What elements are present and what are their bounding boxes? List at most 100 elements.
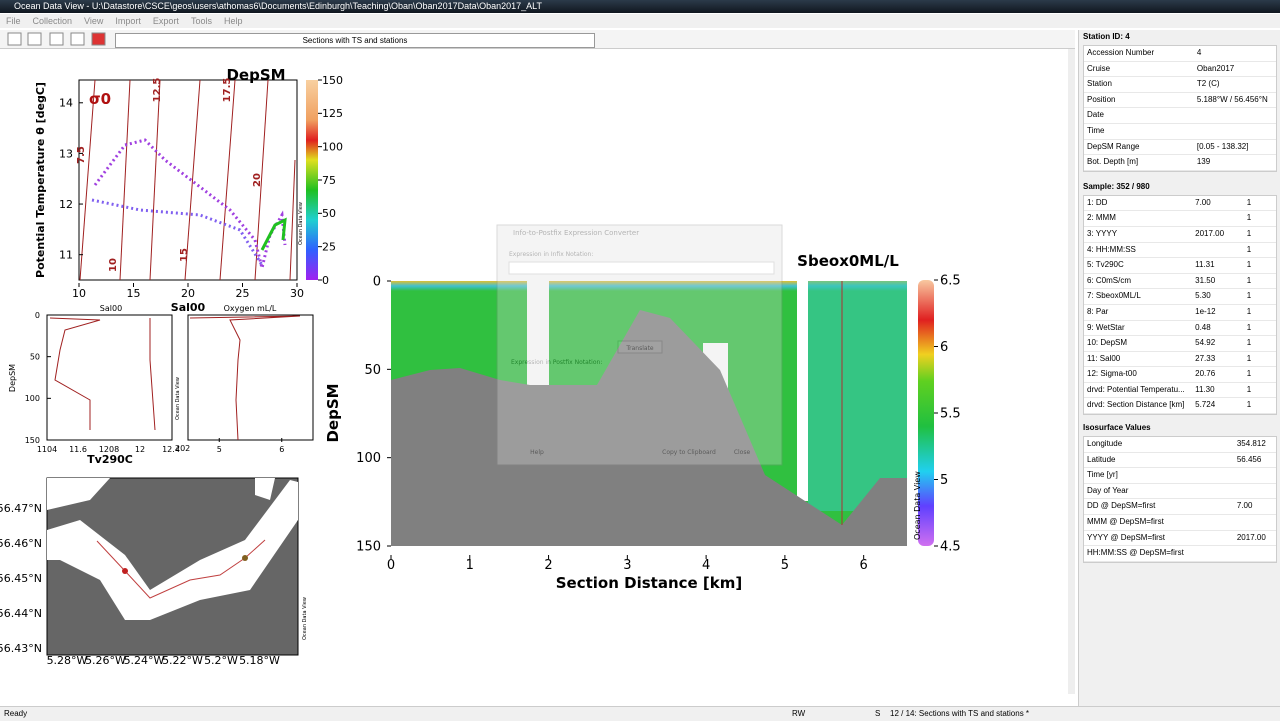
view-tab[interactable]: Sections with TS and stations xyxy=(115,33,595,48)
table-row[interactable]: Station T2 (C) xyxy=(1084,77,1276,93)
y-tick-label: 11 xyxy=(59,249,73,262)
table-cell xyxy=(1234,546,1276,561)
dialog-label: Expression in Postfix Notation: xyxy=(511,359,602,366)
isopycnal-label: 20 xyxy=(252,173,263,187)
table-row[interactable]: Longitude 354.812 xyxy=(1084,437,1276,453)
table-row[interactable]: DD @ DepSM=first 7.00 xyxy=(1084,499,1276,516)
sample-table: 1: DD 7.00 1 2: MMM 1 3: YYYY 2017.00 1 4: HH:MM… xyxy=(1083,194,1277,416)
table-row[interactable]: 8: Par 1e-12 1 xyxy=(1084,305,1276,321)
table-row[interactable]: YYYY @ DepSM=first 2017.00 xyxy=(1084,531,1276,547)
table-row[interactable]: 6: C0mS/cm 31.50 1 xyxy=(1084,274,1276,290)
y-tick-label: 75 xyxy=(322,174,336,187)
x-tick-label: 10 xyxy=(72,287,86,300)
table-row[interactable]: 5: Tv290C 11.31 1 xyxy=(1084,258,1276,274)
table-row[interactable]: Time xyxy=(1084,124,1276,140)
table-cell: 1 xyxy=(1246,306,1252,316)
table-cell xyxy=(1194,108,1276,123)
section-field xyxy=(808,281,907,511)
button-label[interactable]: Help xyxy=(530,449,544,456)
infix-input[interactable] xyxy=(508,261,775,275)
table-row[interactable]: Date xyxy=(1084,108,1276,124)
table-row[interactable]: 10: DepSM 54.92 1 xyxy=(1084,336,1276,352)
sal-frame xyxy=(46,314,173,441)
menu-item[interactable]: Import xyxy=(115,16,141,26)
lat-label: 56.46°N xyxy=(0,537,42,550)
x-tick-label: 4 xyxy=(702,558,710,573)
add-button[interactable] xyxy=(7,32,22,46)
table-row[interactable]: 9: WetStar 0.48 1 xyxy=(1084,321,1276,337)
table-row[interactable]: Day of Year xyxy=(1084,484,1276,500)
panel-title: Station ID: 4 xyxy=(1083,32,1130,41)
isopycnal-lines xyxy=(79,79,296,281)
table-row[interactable]: 4: HH:MM:SS 1 xyxy=(1084,243,1276,259)
menu-item[interactable]: Tools xyxy=(190,16,212,26)
table-row[interactable]: drvd: Potential Temperatu... 11.30 1 xyxy=(1084,383,1276,399)
lat-label: 56.43°N xyxy=(0,642,42,655)
x-tick-label: 1208 xyxy=(99,445,119,454)
table-row[interactable]: Cruise Oban2017 xyxy=(1084,62,1276,78)
dialog-title: Info-to-Postfix Expression Converter xyxy=(513,229,639,237)
window-title: Ocean Data View - U:\Datastore\CSCE\geos… xyxy=(0,0,1280,13)
table-cell: 1 xyxy=(1246,322,1252,332)
table-cell xyxy=(1234,515,1276,530)
menu-item[interactable]: View xyxy=(84,16,104,26)
isopycnal-label: 7.5 xyxy=(76,146,87,164)
watermark: Ocean Data View xyxy=(298,202,304,245)
menu-item[interactable]: File xyxy=(6,16,21,26)
save-button[interactable] xyxy=(91,32,106,46)
x-tick-label: 5 xyxy=(217,445,222,454)
table-cell xyxy=(1234,468,1276,483)
table-cell: 1 xyxy=(1246,228,1252,238)
y-tick-label: 5.5 xyxy=(940,407,961,422)
table-row[interactable]: Position 5.188°W / 56.456°N xyxy=(1084,93,1276,109)
table-row[interactable]: HH:MM:SS @ DepSM=first xyxy=(1084,546,1276,562)
grid-button[interactable] xyxy=(70,32,85,46)
table-row[interactable]: Bot. Depth [m] 139 xyxy=(1084,155,1276,171)
button-label[interactable]: Close xyxy=(734,449,751,456)
table-row[interactable]: MMM @ DepSM=first xyxy=(1084,515,1276,531)
table-cell: 1 xyxy=(1246,291,1252,301)
plot-title: Sbeox0ML/L xyxy=(797,252,899,270)
table-row[interactable]: 1: DD 7.00 1 xyxy=(1084,196,1276,212)
table-cell xyxy=(1234,484,1276,499)
table-row[interactable]: Latitude 56.456 xyxy=(1084,453,1276,469)
redo-button[interactable] xyxy=(49,32,64,46)
sigma-label: σ0 xyxy=(89,90,111,108)
table-row[interactable]: 12: Sigma-t00 20.76 1 xyxy=(1084,367,1276,383)
y-tick-label: 0 xyxy=(373,275,381,290)
table-cell: Station xyxy=(1087,79,1112,89)
table-cell: 31.50 xyxy=(1195,275,1216,285)
lon-label: 5.24°W xyxy=(124,654,165,667)
menu-item[interactable]: Help xyxy=(223,16,243,26)
table-row[interactable]: Time [yr] xyxy=(1084,468,1276,484)
table-cell: 54.92 xyxy=(1195,338,1216,348)
translate-button[interactable] xyxy=(617,340,663,354)
scrollbar[interactable] xyxy=(1068,49,1075,694)
colorbar xyxy=(306,80,318,280)
ts-scatter xyxy=(93,138,287,269)
table-cell: 1 xyxy=(1246,369,1252,379)
lat-label: 56.44°N xyxy=(0,607,42,620)
table-row[interactable]: drvd: Section Distance [km] 5.724 1 xyxy=(1084,398,1276,415)
table-row[interactable]: 11: Sal00 27.33 1 xyxy=(1084,352,1276,368)
x-tick-label: 12 xyxy=(135,445,145,454)
toolbar-icons xyxy=(7,32,106,46)
table-row[interactable]: Accession Number 4 xyxy=(1084,46,1276,62)
table-row[interactable]: 3: YYYY 2017.00 1 xyxy=(1084,227,1276,243)
x-axis-label: Section Distance [km] xyxy=(556,574,742,592)
station-marker xyxy=(122,568,128,574)
y-tick-label: 6 xyxy=(940,340,948,355)
table-cell: 5.724 xyxy=(1195,400,1216,410)
undo-button[interactable] xyxy=(27,32,42,46)
x-tick-label: 6 xyxy=(860,558,868,573)
button-label[interactable]: Copy to Clipboard xyxy=(662,449,716,456)
x-tick-label: 1104 xyxy=(37,445,57,454)
table-row[interactable]: 7: Sbeox0ML/L 5.30 1 xyxy=(1084,289,1276,305)
table-row[interactable]: 2: MMM 1 xyxy=(1084,211,1276,227)
table-cell: 1e-12 xyxy=(1195,306,1216,316)
menu-item[interactable]: Collection xyxy=(32,16,73,26)
table-cell: 1 xyxy=(1246,275,1252,285)
y-tick-label: 50 xyxy=(322,207,336,220)
menu-item[interactable]: Export xyxy=(152,16,179,26)
table-row[interactable]: DepSM Range [0.05 - 138.32] xyxy=(1084,140,1276,156)
